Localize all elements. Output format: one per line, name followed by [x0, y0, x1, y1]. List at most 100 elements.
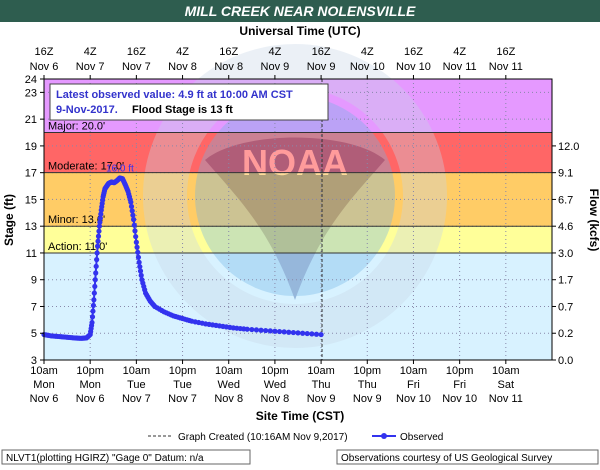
- observed-point: [281, 329, 287, 335]
- band-action: [44, 226, 552, 253]
- top-tick-label-date: Nov 11: [443, 61, 477, 73]
- top-tick-label-time: 4Z: [84, 46, 97, 58]
- x-tick-label-weekday: Fri: [407, 379, 420, 391]
- top-axis-title: Universal Time (UTC): [239, 24, 360, 38]
- callout-line-2a: 9-Nov-2017.: [56, 104, 118, 116]
- top-tick-label-date: Nov 6: [30, 61, 59, 73]
- latest-value-callout: Latest observed value: 4.9 ft at 10:00 A…: [49, 83, 329, 121]
- top-tick-label-time: 4Z: [176, 46, 189, 58]
- callout-box: [49, 83, 329, 121]
- observed-point: [135, 249, 141, 255]
- y-tick-label: 7: [31, 301, 37, 313]
- observed-point: [130, 212, 136, 218]
- observed-point: [313, 331, 320, 337]
- x-tick-label-weekday: Thu: [312, 379, 331, 391]
- observed-series: [41, 79, 324, 360]
- y-tick-label: 11: [26, 248, 37, 260]
- x-tick-label-date: Nov 7: [168, 393, 197, 405]
- observed-point: [276, 328, 283, 335]
- peak-value-label: 16.0 ft: [106, 164, 134, 175]
- x-tick-label-weekday: Mon: [79, 379, 100, 391]
- observed-point: [263, 327, 269, 334]
- observed-point: [133, 233, 139, 240]
- y-tick-label: 23: [25, 87, 37, 99]
- y-tick-label: 5: [31, 328, 37, 340]
- x-tick-label-date: Nov 6: [30, 393, 59, 405]
- flow-tick-label: 0.7: [558, 301, 573, 313]
- flow-tick-label: 0.2: [558, 328, 573, 340]
- y-tick-label: 24: [25, 74, 37, 86]
- observed-point: [128, 199, 134, 205]
- observed-point: [132, 228, 138, 234]
- observed-point: [136, 259, 142, 265]
- top-tick-label-time: 16Z: [127, 46, 146, 58]
- observed-point: [94, 243, 101, 249]
- y-tick-label: 17: [25, 168, 37, 180]
- x-tick-label-time: 10pm: [169, 365, 197, 377]
- observed-point: [97, 215, 103, 221]
- callout-line-2b: Flood Stage is 13 ft: [132, 104, 233, 116]
- observed-point: [129, 208, 135, 214]
- observed-point: [97, 219, 103, 225]
- observed-point: [309, 331, 315, 337]
- observed-point: [90, 302, 97, 309]
- x-tick-label-date: Nov 11: [489, 393, 523, 405]
- x-tick-label-date: Nov 8: [214, 393, 243, 405]
- top-tick-label-date: Nov 8: [168, 61, 197, 73]
- x-tick-label-date: Nov 9: [307, 393, 336, 405]
- footer-left-text: NLVT1(plotting HGIRZ) "Gage 0" Datum: n/…: [6, 453, 204, 464]
- top-tick-label-date: Nov 8: [214, 61, 243, 73]
- x-tick-label-date: Nov 10: [396, 393, 431, 405]
- observed-point: [98, 211, 104, 217]
- legend: Graph Created (10:16AM Nov 9,2017) Obser…: [148, 432, 443, 443]
- x-tick-label-time: 10am: [215, 365, 243, 377]
- bottom-axis-title: Site Time (CST): [256, 409, 344, 423]
- observed-point: [137, 268, 144, 274]
- observed-point: [249, 326, 255, 333]
- x-tick-label-weekday: Wed: [264, 379, 286, 391]
- x-tick-label-time: 10am: [400, 365, 428, 377]
- observed-point: [272, 328, 278, 334]
- x-tick-label-time: 10am: [123, 365, 151, 377]
- observed-point: [92, 277, 98, 283]
- observed-point: [94, 250, 100, 256]
- observed-point: [95, 233, 102, 239]
- x-tick-label-date: Nov 9: [353, 393, 382, 405]
- observed-point: [93, 270, 99, 276]
- observed-point: [300, 330, 306, 336]
- flood-category-labels: Action: 11.0' Minor: 13.0' Moderate: 17.0'…: [44, 121, 552, 254]
- threshold-label-minor: Minor: 13.0': [48, 214, 105, 226]
- observed-point: [286, 329, 292, 335]
- observed-point: [89, 314, 96, 320]
- x-tick-label-time: 10am: [30, 365, 58, 377]
- top-tick-label-time: 16Z: [35, 46, 54, 58]
- top-tick-label-time: 16Z: [312, 46, 331, 58]
- y-tick-label: 9: [31, 275, 37, 287]
- top-tick-label-date: Nov 10: [396, 61, 431, 73]
- footer-right-box: [336, 449, 599, 465]
- flow-tick-label: 12.0: [558, 141, 579, 153]
- y-tick-label: 15: [25, 194, 37, 206]
- x-tick-label-weekday: Fri: [453, 379, 466, 391]
- noaa-logo-letters: NOAA: [242, 142, 348, 183]
- observed-point: [92, 283, 98, 290]
- top-tick-label-time: 16Z: [219, 46, 238, 58]
- x-tick-label-weekday: Sat: [498, 379, 515, 391]
- legend-observed-marker: [381, 433, 387, 439]
- noaa-logo-outer-ring: [143, 44, 447, 348]
- footer-right-text: Observations courtesy of US Geological S…: [341, 453, 552, 464]
- observed-point: [244, 326, 250, 332]
- observed-point: [295, 330, 301, 336]
- observed-point: [131, 222, 137, 228]
- top-tick-label-time: 4Z: [268, 46, 281, 58]
- chart-title: MILL CREEK NEAR NOLENSVILLE: [185, 3, 416, 19]
- x-tick-label-weekday: Thu: [358, 379, 377, 391]
- legend-observed-label: Observed: [400, 432, 443, 443]
- top-tick-label-date: Nov 7: [76, 61, 105, 73]
- y-tick-label: 3: [31, 355, 37, 367]
- top-tick-label-date: Nov 11: [489, 61, 523, 73]
- observed-point: [96, 228, 102, 234]
